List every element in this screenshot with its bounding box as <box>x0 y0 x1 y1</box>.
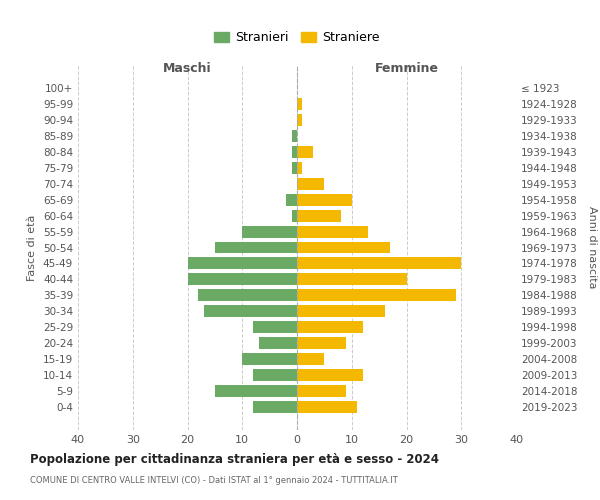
Y-axis label: Anni di nascita: Anni di nascita <box>587 206 597 289</box>
Y-axis label: Fasce di età: Fasce di età <box>28 214 37 280</box>
Bar <box>297 274 407 285</box>
Bar <box>297 258 461 270</box>
Bar <box>292 162 297 173</box>
Bar <box>297 226 368 237</box>
Bar <box>253 402 297 413</box>
Bar <box>297 114 302 126</box>
Bar <box>292 130 297 141</box>
Bar <box>297 162 302 173</box>
Bar <box>297 194 352 205</box>
Bar <box>297 290 456 302</box>
Text: Maschi: Maschi <box>163 62 212 75</box>
Bar <box>215 386 297 398</box>
Bar <box>297 370 362 382</box>
Bar <box>215 242 297 254</box>
Bar <box>297 98 302 110</box>
Bar <box>187 258 297 270</box>
Bar <box>297 338 346 349</box>
Bar <box>297 402 357 413</box>
Text: Popolazione per cittadinanza straniera per età e sesso - 2024: Popolazione per cittadinanza straniera p… <box>30 452 439 466</box>
Bar <box>297 146 313 158</box>
Bar <box>297 210 341 222</box>
Bar <box>297 386 346 398</box>
Bar <box>297 322 362 334</box>
Text: COMUNE DI CENTRO VALLE INTELVI (CO) - Dati ISTAT al 1° gennaio 2024 - TUTTITALIA: COMUNE DI CENTRO VALLE INTELVI (CO) - Da… <box>30 476 398 485</box>
Bar <box>297 242 390 254</box>
Bar <box>253 370 297 382</box>
Bar <box>259 338 297 349</box>
Text: Femmine: Femmine <box>374 62 439 75</box>
Bar <box>297 354 325 366</box>
Bar <box>297 306 385 318</box>
Bar <box>297 178 325 190</box>
Bar <box>292 146 297 158</box>
Bar <box>286 194 297 205</box>
Bar <box>187 274 297 285</box>
Bar <box>253 322 297 334</box>
Bar <box>242 354 297 366</box>
Legend: Stranieri, Straniere: Stranieri, Straniere <box>210 28 384 48</box>
Bar <box>292 210 297 222</box>
Bar <box>199 290 297 302</box>
Bar <box>204 306 297 318</box>
Bar <box>242 226 297 237</box>
